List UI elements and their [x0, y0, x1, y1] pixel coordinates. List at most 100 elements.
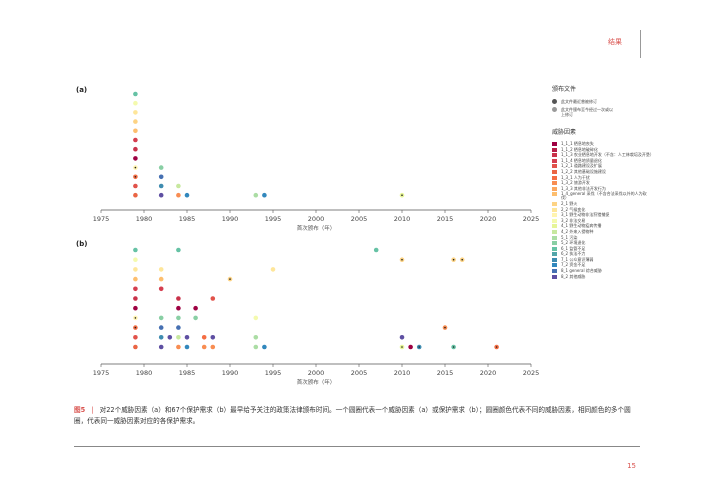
legend-threat-swatch [552, 207, 557, 212]
legend-threat-item: 1_2_2 其他基础设施建设 [552, 168, 652, 174]
data-point [176, 325, 181, 330]
legend-threat-item: 1_1_1 栖息地丧失 [552, 142, 652, 146]
data-point [158, 165, 164, 170]
data-point [210, 296, 216, 301]
x-tick-label: 1980 [136, 215, 153, 223]
x-tick-label: 2005 [351, 369, 368, 377]
header-divider [640, 30, 641, 58]
legend-threat-swatch [552, 175, 557, 180]
legend-threat-item: 1_2_1 道路建设及扩展 [552, 163, 652, 169]
data-point [184, 344, 190, 350]
legend-threat-item: 7_1 公众意识薄弱 [552, 256, 652, 262]
data-point [193, 315, 198, 321]
legend-threat-swatch [552, 164, 557, 169]
caption-text: 对22个威胁因素（a）和67个保护需求（b）最早给予关注的政策法律颁布时间。一个… [74, 406, 631, 425]
legend-threat-label: 2_2 气候变化 [561, 206, 586, 212]
data-point-mark [418, 346, 421, 348]
data-point [210, 344, 216, 350]
legend-threat-swatch [552, 201, 557, 206]
data-point [133, 156, 138, 161]
data-point [133, 305, 138, 311]
data-point [133, 257, 138, 263]
data-point [133, 192, 138, 198]
data-point-mark [401, 258, 403, 261]
legend: 颁布文件 此文件最近曾被修订此文件颁布至今经过一次或以上修订 威胁因素 1_1_… [552, 84, 654, 280]
x-tick-label: 1995 [265, 215, 282, 223]
data-point [158, 325, 164, 330]
caption-divider [74, 446, 640, 447]
data-point [253, 344, 259, 350]
legend-threat-item: 1_3_1 人为干扰 [552, 175, 652, 180]
legend-threat-item: 1_1_3 农业栖息地开发（不含：人工林栽培及开垦） [552, 152, 654, 158]
data-point [253, 335, 259, 340]
legend-threat-item: 8_2 其他威胁 [552, 274, 652, 279]
legend-doc-label: 此文件颁布至今经过一次或以上修订 [561, 107, 613, 117]
legend-threat-item: 1_3_3 其他非法开发行为 [552, 185, 652, 191]
x-tick-label: 1985 [179, 369, 196, 377]
x-tick-label: 1975 [93, 369, 110, 377]
data-point [176, 247, 181, 253]
legend-threat-label: 2_1 野火 [561, 200, 578, 206]
legend-threat-label: 1_1_1 栖息地丧失 [561, 141, 594, 146]
data-point [133, 335, 138, 340]
data-point [158, 183, 164, 189]
legend-threat-swatch [552, 235, 557, 240]
legend-threat-swatch [552, 192, 557, 197]
legend-threat-label: 3_1 野生动物非法狩猎捕捉 [561, 212, 610, 218]
legend-threat-swatch [552, 274, 557, 279]
legend-threat-swatch [552, 218, 557, 223]
data-point [158, 267, 164, 272]
legend-doc-item: 此文件颁布至今经过一次或以上修订 [552, 107, 652, 117]
x-tick-label: 2020 [480, 369, 497, 377]
data-point-mark [444, 326, 446, 329]
legend-threat-item: 3_1 野生动物非法狩猎捕捉 [552, 212, 652, 218]
data-point [176, 192, 181, 198]
legend-threat-label: 1_3_3 其他非法开发行为 [561, 185, 606, 191]
legend-threat-swatch [552, 181, 557, 186]
legend-threat-label: 7_2 资金不足 [561, 262, 586, 268]
legend-threat-label: 4_2 外来入侵物种 [561, 228, 594, 234]
data-point [158, 276, 164, 282]
data-point [133, 119, 138, 124]
legend-threat-swatch [552, 142, 557, 146]
legend-doc-title: 颁布文件 [552, 86, 577, 93]
legend-threat-label: 1_1_3 农业栖息地开发（不含：人工林栽培及开垦） [561, 152, 654, 158]
data-point-mark [461, 258, 464, 261]
x-tick-label: 1995 [265, 369, 282, 377]
legend-threat-item: 5_2 环境退化 [552, 241, 652, 246]
data-point [133, 146, 138, 152]
legend-threat-label: 7_1 公众意识薄弱 [561, 256, 594, 262]
data-point [133, 183, 138, 189]
legend-threat-label: 1_3_2 旅游开发 [561, 180, 590, 186]
legend-doc-label: 此文件最近曾被修订 [561, 99, 597, 104]
x-tick-label: 1990 [222, 215, 239, 223]
data-point [133, 296, 138, 301]
legend-threat-label: 8_1 general 综合威胁 [561, 268, 602, 274]
legend-threat-label: 1_2_1 道路建设及扩展 [561, 163, 602, 169]
legend-threat-label: 1_2_2 其他基础设施建设 [561, 168, 606, 174]
panel-b-label: (b) [76, 240, 88, 248]
legend-threat-swatch [552, 263, 557, 268]
legend-threat-title: 威胁因素 [552, 129, 577, 136]
section-tag: 结果 [608, 38, 622, 46]
data-point [133, 91, 138, 97]
data-point [133, 276, 138, 282]
data-point [158, 335, 164, 340]
data-point [176, 183, 181, 189]
data-point-mark [495, 346, 498, 348]
legend-threat-label: 4_1 野生动物疫病传播 [561, 223, 602, 229]
legend-threat-label: 6_2 执法不力 [561, 251, 586, 257]
data-point [201, 344, 207, 350]
legend-threat-item: 5_1 污染 [552, 235, 652, 240]
figure-caption: 图5 | 对22个威胁因素（a）和67个保护需求（b）最早给予关注的政策法律颁布… [74, 406, 631, 425]
data-point-mark [229, 278, 231, 280]
legend-threat-swatch [552, 257, 557, 262]
data-point [133, 247, 138, 253]
legend-threat-item: 1_1_2 栖息地破碎化 [552, 147, 652, 152]
data-point [210, 335, 216, 340]
legend-threat-label: 1_1_4 栖息地质量退化 [561, 157, 602, 163]
legend-threat-item: 6_1 监管不足 [552, 246, 652, 251]
data-point [408, 344, 413, 350]
x-tick-label: 2020 [480, 215, 497, 223]
data-point [399, 335, 405, 340]
